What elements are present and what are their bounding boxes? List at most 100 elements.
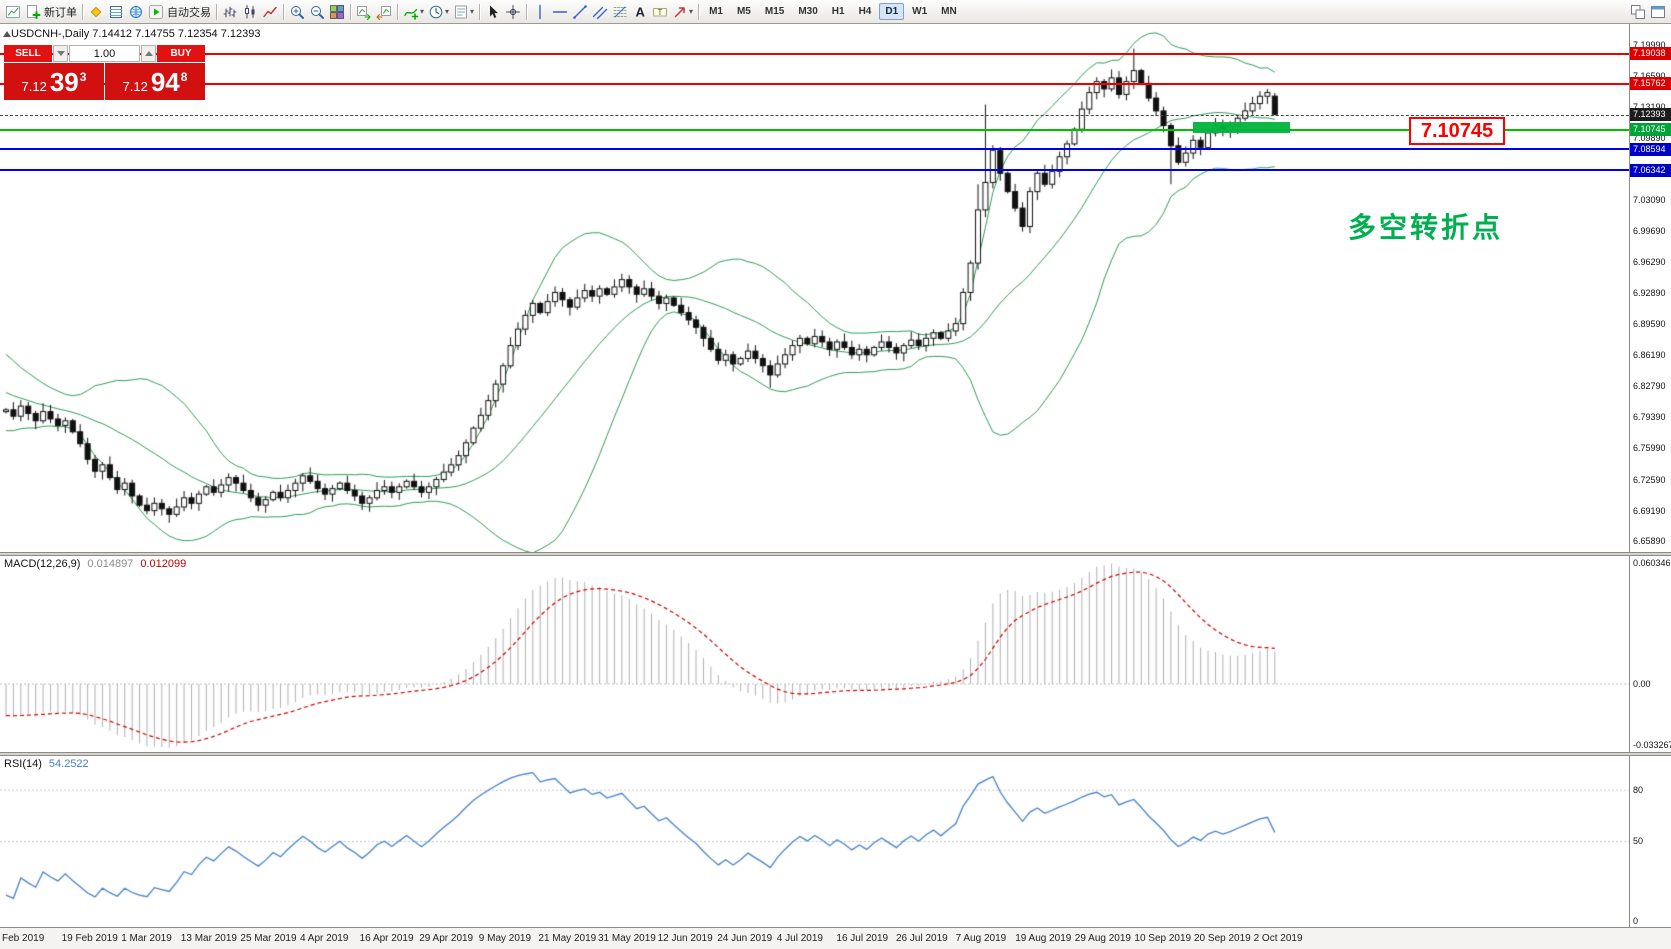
rsi-indicator-canvas[interactable] [0,756,1629,927]
chevron-down-icon[interactable]: ▾ [420,7,425,16]
date-axis-label: 25 Mar 2019 [240,933,297,944]
chevron-down-icon[interactable]: ▾ [689,7,694,16]
autotrading-button[interactable]: 自动交易 [146,2,213,22]
navigator-icon [128,4,144,20]
toolbar-separator [283,3,284,20]
timeframe-button-w1[interactable]: W1 [912,6,928,17]
price-badge: 7.12393 [1630,108,1671,122]
price-line-7.10745[interactable] [0,128,1629,131]
arrange-windows-icon [1630,4,1646,20]
toolbar-separator [82,3,83,20]
date-axis-label: 9 May 2019 [478,933,532,944]
new-order-button-label: 新订单 [44,6,77,19]
indicators-icon [403,4,419,20]
data-window-button[interactable] [106,2,126,22]
price-line-7.19038[interactable] [0,52,1629,55]
rsi-axis-label: 50 [1633,836,1644,846]
bar-chart-icon [222,4,238,20]
macd-axis-label: 0.060346 [1633,558,1671,568]
trendline-button[interactable] [570,2,590,22]
candlestick-chart-button[interactable] [240,2,260,22]
toolbar-separator [479,3,481,20]
timeframe-button-m1[interactable]: M1 [709,6,723,17]
tile-windows-button[interactable] [327,2,347,22]
timeframe-button-mn[interactable]: MN [941,6,957,17]
price-axis-label: 6.99690 [1633,226,1666,237]
turning-point-annotation[interactable]: 多空转折点 [1348,212,1504,243]
date-axis[interactable] [0,927,1671,949]
indicators-button[interactable]: ▾ [401,2,426,22]
market-watch-button[interactable] [86,2,106,22]
date-axis-label: 12 Jun 2019 [657,933,713,944]
fibonacci-button[interactable] [610,2,630,22]
fullscreen-icon [1650,4,1666,20]
auto-scroll-button[interactable] [354,2,374,22]
chart-window-button[interactable] [3,2,23,22]
fullscreen-button[interactable] [1648,2,1668,22]
horizontal-line-button[interactable] [550,2,570,22]
periods-button[interactable]: ▾ [426,2,451,22]
timeframe-button-m30[interactable]: M30 [798,6,818,17]
crosshair-button[interactable] [503,2,523,22]
bar-chart-button[interactable] [220,2,240,22]
text-button[interactable]: A [630,2,650,22]
toolbar-separator [350,3,351,20]
date-axis-label: 24 Jun 2019 [717,933,773,944]
volume-input[interactable] [69,45,140,62]
text-label-button[interactable]: T [650,2,670,22]
equidistant-channel-button[interactable] [590,2,610,22]
rsi-axis-label: 0 [1633,916,1639,926]
price-axis-label: 7.09890 [1633,132,1666,143]
vertical-line-button[interactable] [530,2,550,22]
buy-button[interactable]: 7.12 94 8 [105,63,205,100]
timeframe-button-d1[interactable]: D1 [879,3,905,20]
navigator-button[interactable] [126,2,146,22]
vertical-line-icon [532,4,548,20]
timeframe-button-h4[interactable]: H4 [858,6,872,17]
line-chart-button[interactable] [260,2,280,22]
sell-price-pips: 39 [49,66,79,97]
price-axis-label: 6.79390 [1633,412,1666,423]
macd-main-value: 0.014897 [87,558,134,570]
templates-button[interactable]: ▾ [451,2,476,22]
arrows-button[interactable]: ▾ [670,2,695,22]
buy-price-point: 8 [180,69,188,84]
rsi-axis-label: 80 [1633,785,1644,795]
price-chart-canvas[interactable] [0,24,1629,552]
highlight-rectangle[interactable] [1193,122,1290,134]
chevron-down-icon[interactable]: ▾ [445,7,450,16]
zoom-out-button[interactable] [307,2,327,22]
price-callout-box[interactable]: 7.10745 [1409,117,1505,145]
price-line-7.08594[interactable] [0,148,1629,151]
price-axis-label: 7.19990 [1633,40,1666,50]
price-axis-label: 6.96290 [1633,257,1666,268]
volume-increase-button[interactable] [141,45,156,62]
arrange-windows-button[interactable] [1628,2,1648,22]
cursor-button[interactable] [483,2,503,22]
panel-divider[interactable] [0,752,1671,756]
timeframe-button-h1[interactable]: H1 [831,6,845,17]
price-axis-label: 6.82790 [1633,381,1666,392]
zoom-in-button[interactable] [287,2,307,22]
panel-divider[interactable] [0,552,1671,556]
trade-panel-toggle-button[interactable] [3,31,11,37]
timeframe-button-m15[interactable]: M15 [764,6,785,17]
price-line-7.06342[interactable] [0,169,1629,172]
date-axis-label: 7 Aug 2019 [955,933,1007,944]
autotrading-button-label: 自动交易 [167,6,211,19]
volume-decrease-button[interactable] [53,45,68,62]
chart-window-icon [5,4,21,20]
sell-price-figure: 7.12 [21,78,47,94]
toolbar-separator [397,3,398,20]
chart-shift-button[interactable] [374,2,394,22]
price-badge: 7.10745 [1630,123,1671,137]
price-badge: 7.19038 [1630,47,1671,61]
timeframe-button-m5[interactable]: M5 [736,6,751,17]
date-axis-label: 10 Sep 2019 [1134,933,1192,944]
price-line-7.15762[interactable] [0,82,1629,85]
sell-button[interactable]: 7.12 39 3 [4,63,104,100]
new-order-button[interactable]: 新订单 [23,2,79,22]
chevron-down-icon[interactable]: ▾ [470,7,475,16]
macd-indicator-canvas[interactable] [0,556,1629,752]
text-icon: A [632,4,648,20]
